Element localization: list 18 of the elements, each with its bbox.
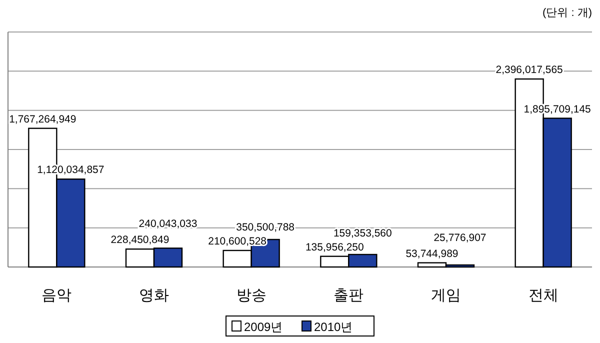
x-tick-label: 출판	[334, 287, 364, 304]
data-label: 350,500,788	[236, 222, 295, 234]
data-label: 159,353,560	[333, 227, 392, 240]
data-label: 135,956,250	[305, 241, 364, 254]
data-label: 240,043,033	[138, 218, 198, 230]
x-tick-label: 방송	[236, 287, 266, 304]
x-tick-label: 영화	[139, 287, 169, 304]
x-tick-label: 전체	[528, 287, 558, 304]
data-label: 2,396,017,565	[496, 64, 564, 76]
x-tick-label: 음악	[42, 287, 72, 304]
text: (단위 : 개)	[542, 7, 592, 19]
legend-label: 2010년	[314, 320, 353, 334]
legend-label: 2009년	[244, 320, 283, 334]
data-label: 228,450,849	[110, 234, 170, 246]
x-tick-label: 게임	[431, 287, 461, 304]
data-label: 1,767,264,949	[9, 113, 76, 126]
data-label: 25,776,907	[434, 232, 486, 244]
data-label: 53,744,989	[406, 248, 458, 260]
